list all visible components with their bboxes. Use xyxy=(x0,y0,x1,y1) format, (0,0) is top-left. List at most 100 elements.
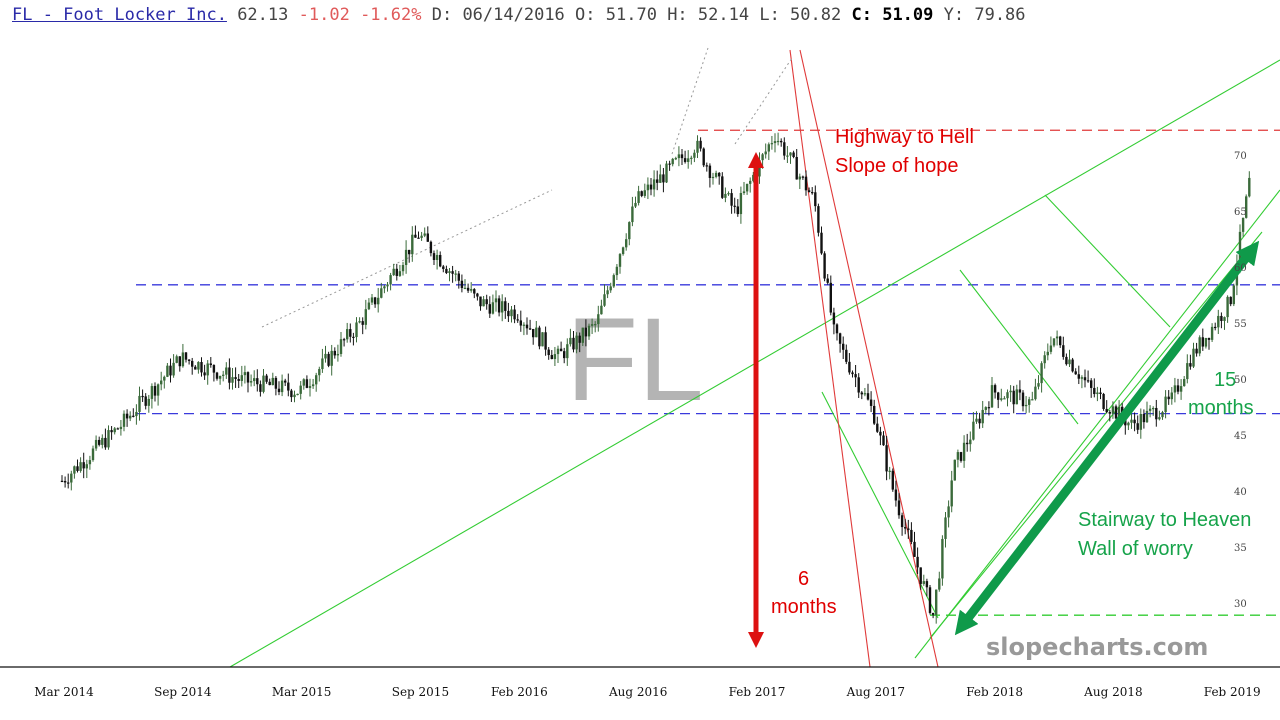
candle-body xyxy=(702,148,705,166)
candle-body xyxy=(225,367,228,375)
candle-body xyxy=(693,152,696,158)
candle-body xyxy=(1226,296,1229,318)
candle-body xyxy=(113,428,116,433)
candle-body xyxy=(547,349,550,356)
candle-body xyxy=(191,360,194,367)
candle-body xyxy=(1220,315,1223,321)
candle-body xyxy=(138,395,141,412)
candle-body xyxy=(922,581,925,584)
candle-body xyxy=(448,271,451,274)
candle-body xyxy=(256,378,259,385)
candle-body xyxy=(590,324,594,326)
candle-body xyxy=(956,452,960,460)
candle-body xyxy=(823,253,826,279)
candle-body xyxy=(990,385,994,408)
candle-body xyxy=(163,376,166,381)
candle-body xyxy=(364,309,367,325)
candle-body xyxy=(349,329,352,337)
candle-body xyxy=(535,327,538,338)
candle-body xyxy=(333,350,336,356)
candle-body xyxy=(541,332,544,347)
candle-body xyxy=(563,351,566,359)
candle-body xyxy=(804,176,808,191)
candle-body xyxy=(513,309,516,320)
candle-body xyxy=(581,327,584,343)
candle-body xyxy=(271,377,274,386)
candle-body xyxy=(510,309,513,317)
candle-body xyxy=(1080,377,1084,379)
candle-body xyxy=(361,321,364,325)
candle-body xyxy=(67,482,70,484)
candle-body xyxy=(246,372,250,383)
candle-body xyxy=(414,234,417,238)
symbol-title[interactable]: FL - Foot Locker Inc. xyxy=(12,5,227,25)
candle-body xyxy=(885,445,888,472)
candle-body xyxy=(181,352,185,367)
candle-body xyxy=(222,374,225,376)
candle-body xyxy=(817,206,820,233)
candle-body xyxy=(863,393,867,395)
candle-body xyxy=(919,567,922,584)
candle-body xyxy=(770,143,774,145)
candle-body xyxy=(820,232,823,254)
candle-body xyxy=(274,377,278,389)
candle-body xyxy=(916,556,919,568)
candle-body xyxy=(848,361,851,373)
candle-body xyxy=(98,439,101,445)
candle-body xyxy=(879,431,882,436)
last-price: 62.13 xyxy=(237,5,289,25)
trendline-dotted xyxy=(734,57,793,145)
label-slope: Slope of hope xyxy=(835,155,958,177)
candle-body xyxy=(792,152,795,157)
candle-body xyxy=(767,144,770,152)
label-stairway: Stairway to Heaven xyxy=(1078,509,1251,531)
y-tick-label: 50 xyxy=(1234,375,1247,386)
high-value: H: 52.14 xyxy=(667,5,750,25)
candle-body xyxy=(736,206,739,215)
candle-body xyxy=(386,284,389,287)
candle-body xyxy=(1183,379,1186,387)
y-tick-label: 40 xyxy=(1234,487,1247,498)
candle-body xyxy=(888,470,891,472)
candle-body xyxy=(1074,371,1077,375)
candle-body xyxy=(82,462,85,469)
candle-body xyxy=(389,275,392,285)
candle-body xyxy=(904,527,907,529)
candle-body xyxy=(711,176,715,179)
candle-body xyxy=(773,141,777,144)
candle-body xyxy=(1173,385,1177,393)
candle-body xyxy=(522,324,526,326)
candle-body xyxy=(814,192,817,207)
candle-body xyxy=(383,286,386,289)
candle-body xyxy=(544,332,547,350)
candle-body xyxy=(1204,337,1208,347)
candle-body xyxy=(88,460,92,465)
candle-body xyxy=(135,411,138,417)
candle-body xyxy=(1217,315,1220,328)
candle-body xyxy=(463,287,467,290)
candle-body xyxy=(63,480,67,483)
candle-body xyxy=(953,459,956,481)
candle-body xyxy=(73,466,76,474)
candle-body xyxy=(699,140,702,149)
candle-body xyxy=(209,363,212,366)
candle-body xyxy=(944,517,947,539)
candle-body xyxy=(1195,348,1198,354)
candle-body xyxy=(1198,337,1201,354)
candle-body xyxy=(628,222,631,240)
y-tick-label: 65 xyxy=(1234,207,1247,218)
candle-body xyxy=(1176,385,1180,392)
candle-body xyxy=(584,327,588,337)
candle-body xyxy=(745,183,749,192)
candle-body xyxy=(197,362,200,370)
candle-body xyxy=(1102,394,1105,409)
candle-body xyxy=(398,271,402,276)
trendline xyxy=(789,49,871,668)
candle-body xyxy=(1108,412,1111,414)
trendline xyxy=(929,231,1263,639)
candle-body xyxy=(594,324,597,326)
candle-body xyxy=(1006,392,1009,399)
candle-body xyxy=(324,353,327,359)
candle-body xyxy=(978,418,981,424)
